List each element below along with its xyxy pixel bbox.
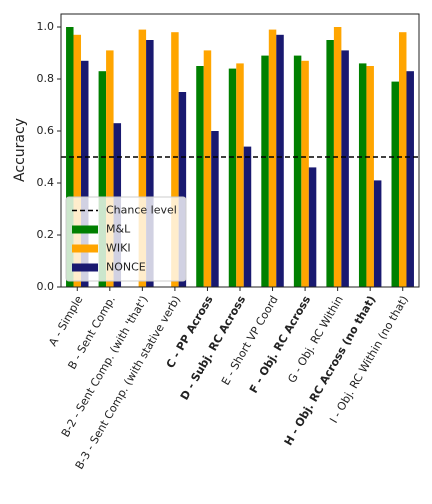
- legend-swatch: [72, 244, 98, 253]
- y-tick-label: 0.0: [37, 280, 55, 293]
- plot-frame: [60, 13, 420, 288]
- y-axis-label: Accuracy: [12, 118, 28, 182]
- bar: [398, 32, 407, 288]
- y-tick-label: 0.4: [37, 176, 55, 189]
- legend-label: Chance level: [106, 204, 177, 217]
- bar: [81, 60, 89, 287]
- bar: [146, 40, 154, 287]
- bar: [293, 55, 302, 287]
- bar: [236, 63, 244, 288]
- bar: [276, 34, 284, 287]
- bar: [373, 180, 382, 287]
- legend-box: [65, 196, 187, 282]
- bar: [138, 29, 147, 287]
- legend: Chance level M&L WIKI NONCE: [65, 196, 187, 282]
- bar: [326, 40, 334, 287]
- bar: [203, 50, 212, 288]
- bar: [171, 32, 179, 288]
- legend-label: NONCE: [106, 261, 146, 274]
- bar: [341, 50, 349, 288]
- legend-swatch: [72, 225, 98, 234]
- bar: [358, 63, 367, 288]
- bar: [228, 68, 237, 287]
- bar: [243, 146, 252, 287]
- y-tick-label: 1.0: [37, 20, 55, 33]
- bar: [308, 167, 317, 287]
- bar: [106, 50, 114, 288]
- bar: [261, 55, 269, 287]
- bar: [98, 71, 107, 287]
- bar: [301, 60, 309, 287]
- bar: [366, 66, 374, 287]
- x-tick-label: F - Obj. RC Across: [247, 293, 314, 395]
- bar: [178, 92, 187, 287]
- y-tick-label: 0.2: [37, 228, 55, 241]
- bar: [73, 34, 82, 287]
- bar: [406, 71, 414, 287]
- legend-swatch: [72, 263, 98, 272]
- legend-label: WIKI: [106, 242, 131, 255]
- y-tick-label: 0.8: [37, 72, 55, 85]
- bar: [391, 81, 399, 287]
- bar: [196, 66, 204, 287]
- y-tick-label: 0.6: [37, 124, 55, 137]
- legend-label: M&L: [106, 223, 131, 236]
- bar: [211, 131, 219, 287]
- bar: [268, 29, 277, 287]
